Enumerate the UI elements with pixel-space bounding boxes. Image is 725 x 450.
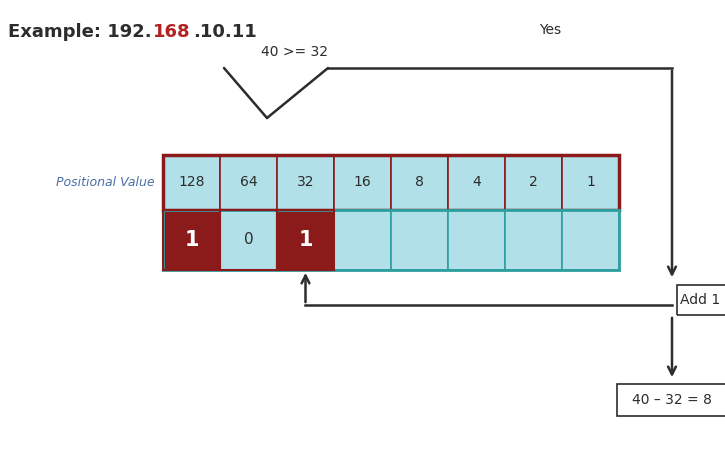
Text: 2: 2 bbox=[529, 176, 538, 189]
Bar bbox=[448, 155, 505, 210]
Text: Example: 192.: Example: 192. bbox=[8, 23, 152, 41]
Bar bbox=[677, 285, 725, 315]
Bar bbox=[277, 210, 334, 270]
Bar bbox=[562, 155, 619, 210]
Text: 64: 64 bbox=[240, 176, 257, 189]
Text: .10.11: .10.11 bbox=[193, 23, 257, 41]
Text: 32: 32 bbox=[297, 176, 314, 189]
Bar bbox=[391, 155, 448, 210]
Bar bbox=[220, 210, 277, 270]
Text: 40 – 32 = 8: 40 – 32 = 8 bbox=[632, 393, 712, 407]
Bar bbox=[334, 155, 391, 210]
Text: 40 >= 32: 40 >= 32 bbox=[262, 45, 328, 59]
Bar bbox=[562, 210, 619, 270]
Bar bbox=[220, 155, 277, 210]
Text: 1: 1 bbox=[184, 230, 199, 250]
Bar bbox=[334, 210, 391, 270]
Text: Yes: Yes bbox=[539, 23, 561, 37]
Bar bbox=[163, 155, 220, 210]
Text: 16: 16 bbox=[354, 176, 371, 189]
Text: 1: 1 bbox=[586, 176, 595, 189]
Bar bbox=[163, 210, 220, 270]
Bar bbox=[277, 210, 334, 270]
Text: Add 1: Add 1 bbox=[680, 293, 720, 307]
Text: 168: 168 bbox=[153, 23, 191, 41]
Text: 4: 4 bbox=[472, 176, 481, 189]
Bar bbox=[163, 155, 619, 210]
Bar bbox=[163, 210, 619, 270]
Text: 128: 128 bbox=[178, 176, 204, 189]
Bar bbox=[220, 210, 277, 270]
Bar bbox=[277, 155, 334, 210]
Text: 0: 0 bbox=[244, 233, 253, 248]
Text: Positional Value: Positional Value bbox=[57, 176, 155, 189]
Bar bbox=[505, 210, 562, 270]
Text: 1: 1 bbox=[298, 230, 312, 250]
Bar bbox=[505, 155, 562, 210]
Bar bbox=[448, 210, 505, 270]
Bar bbox=[391, 210, 448, 270]
Bar bbox=[617, 384, 725, 416]
Bar bbox=[163, 210, 220, 270]
Text: 8: 8 bbox=[415, 176, 424, 189]
